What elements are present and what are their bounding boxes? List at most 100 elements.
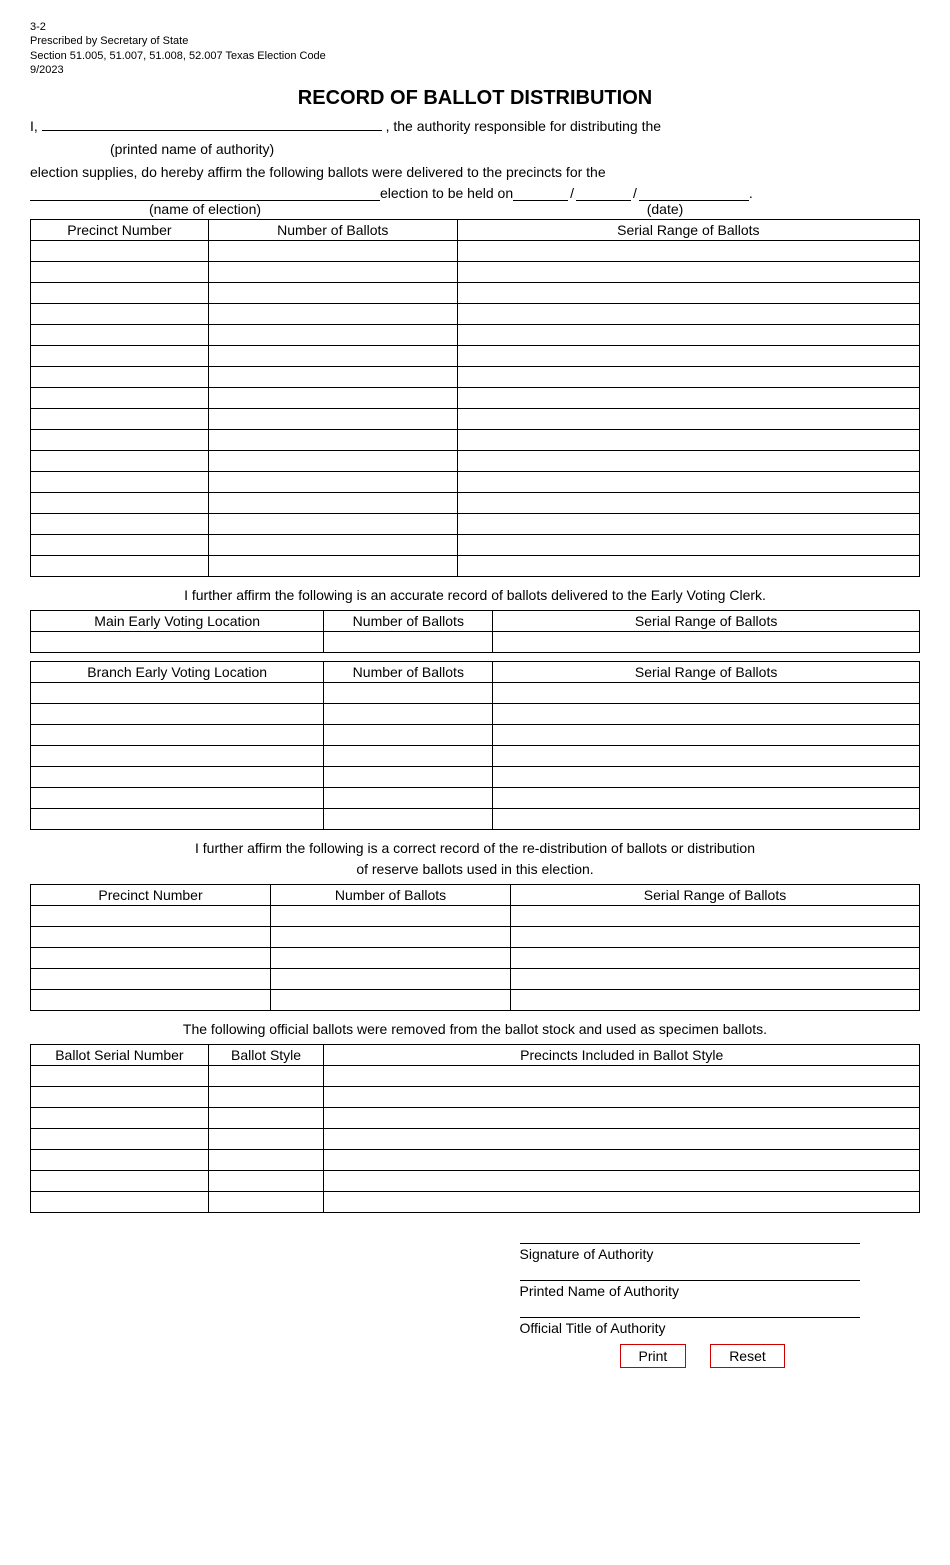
table-cell[interactable] — [208, 1150, 324, 1171]
table-cell[interactable] — [31, 1150, 209, 1171]
table-cell[interactable] — [208, 514, 457, 535]
table-cell[interactable] — [208, 241, 457, 262]
printed-name-line[interactable]: Printed Name of Authority — [520, 1280, 860, 1299]
table-cell[interactable] — [271, 948, 511, 969]
table-cell[interactable] — [271, 906, 511, 927]
table-cell[interactable] — [31, 283, 209, 304]
table-cell[interactable] — [324, 746, 493, 767]
table-cell[interactable] — [324, 725, 493, 746]
table-cell[interactable] — [208, 451, 457, 472]
table-cell[interactable] — [208, 346, 457, 367]
table-cell[interactable] — [457, 367, 919, 388]
table-cell[interactable] — [493, 746, 920, 767]
table-cell[interactable] — [31, 1192, 209, 1213]
table-cell[interactable] — [31, 451, 209, 472]
table-cell[interactable] — [31, 430, 209, 451]
table-cell[interactable] — [208, 304, 457, 325]
print-button[interactable]: Print — [620, 1344, 687, 1368]
table-cell[interactable] — [31, 990, 271, 1011]
table-cell[interactable] — [31, 1066, 209, 1087]
table-cell[interactable] — [31, 683, 324, 704]
table-cell[interactable] — [208, 472, 457, 493]
date-year-blank[interactable] — [639, 187, 749, 201]
table-cell[interactable] — [208, 1108, 324, 1129]
table-cell[interactable] — [31, 409, 209, 430]
table-cell[interactable] — [208, 430, 457, 451]
table-cell[interactable] — [31, 704, 324, 725]
official-title-line[interactable]: Official Title of Authority — [520, 1317, 860, 1336]
table-cell[interactable] — [31, 472, 209, 493]
table-cell[interactable] — [208, 1066, 324, 1087]
table-cell[interactable] — [493, 725, 920, 746]
table-cell[interactable] — [511, 969, 920, 990]
table-cell[interactable] — [208, 262, 457, 283]
date-month-blank[interactable] — [513, 187, 568, 201]
date-day-blank[interactable] — [576, 187, 631, 201]
table-cell[interactable] — [31, 535, 209, 556]
table-cell[interactable] — [31, 767, 324, 788]
table-cell[interactable] — [31, 241, 209, 262]
table-cell[interactable] — [208, 409, 457, 430]
table-cell[interactable] — [324, 683, 493, 704]
table-cell[interactable] — [31, 906, 271, 927]
table-cell[interactable] — [324, 632, 493, 653]
table-cell[interactable] — [324, 788, 493, 809]
table-cell[interactable] — [511, 927, 920, 948]
election-name-blank[interactable] — [30, 187, 380, 201]
table-cell[interactable] — [457, 409, 919, 430]
table-cell[interactable] — [493, 788, 920, 809]
table-cell[interactable] — [457, 556, 919, 577]
table-cell[interactable] — [271, 990, 511, 1011]
table-cell[interactable] — [324, 1108, 920, 1129]
table-cell[interactable] — [324, 1150, 920, 1171]
signature-line[interactable]: Signature of Authority — [520, 1243, 860, 1262]
table-cell[interactable] — [208, 1171, 324, 1192]
table-cell[interactable] — [31, 1129, 209, 1150]
table-cell[interactable] — [457, 451, 919, 472]
table-cell[interactable] — [31, 367, 209, 388]
table-cell[interactable] — [208, 1087, 324, 1108]
table-cell[interactable] — [31, 514, 209, 535]
table-cell[interactable] — [324, 704, 493, 725]
table-cell[interactable] — [208, 1129, 324, 1150]
table-cell[interactable] — [31, 927, 271, 948]
table-cell[interactable] — [31, 262, 209, 283]
table-cell[interactable] — [208, 325, 457, 346]
table-cell[interactable] — [31, 1087, 209, 1108]
table-cell[interactable] — [31, 1171, 209, 1192]
table-cell[interactable] — [457, 514, 919, 535]
table-cell[interactable] — [31, 725, 324, 746]
table-cell[interactable] — [511, 906, 920, 927]
table-cell[interactable] — [208, 556, 457, 577]
table-cell[interactable] — [493, 704, 920, 725]
table-cell[interactable] — [31, 325, 209, 346]
table-cell[interactable] — [457, 493, 919, 514]
table-cell[interactable] — [457, 283, 919, 304]
table-cell[interactable] — [457, 535, 919, 556]
table-cell[interactable] — [31, 969, 271, 990]
table-cell[interactable] — [208, 388, 457, 409]
table-cell[interactable] — [31, 1108, 209, 1129]
table-cell[interactable] — [208, 1192, 324, 1213]
table-cell[interactable] — [324, 1087, 920, 1108]
table-cell[interactable] — [457, 388, 919, 409]
table-cell[interactable] — [457, 241, 919, 262]
table-cell[interactable] — [324, 809, 493, 830]
reset-button[interactable]: Reset — [710, 1344, 785, 1368]
table-cell[interactable] — [457, 262, 919, 283]
table-cell[interactable] — [457, 472, 919, 493]
table-cell[interactable] — [31, 788, 324, 809]
table-cell[interactable] — [271, 927, 511, 948]
table-cell[interactable] — [31, 632, 324, 653]
table-cell[interactable] — [31, 556, 209, 577]
table-cell[interactable] — [324, 1129, 920, 1150]
table-cell[interactable] — [324, 767, 493, 788]
authority-name-blank[interactable] — [42, 117, 382, 131]
table-cell[interactable] — [31, 346, 209, 367]
table-cell[interactable] — [31, 948, 271, 969]
table-cell[interactable] — [271, 969, 511, 990]
table-cell[interactable] — [493, 809, 920, 830]
table-cell[interactable] — [493, 632, 920, 653]
table-cell[interactable] — [324, 1192, 920, 1213]
table-cell[interactable] — [493, 767, 920, 788]
